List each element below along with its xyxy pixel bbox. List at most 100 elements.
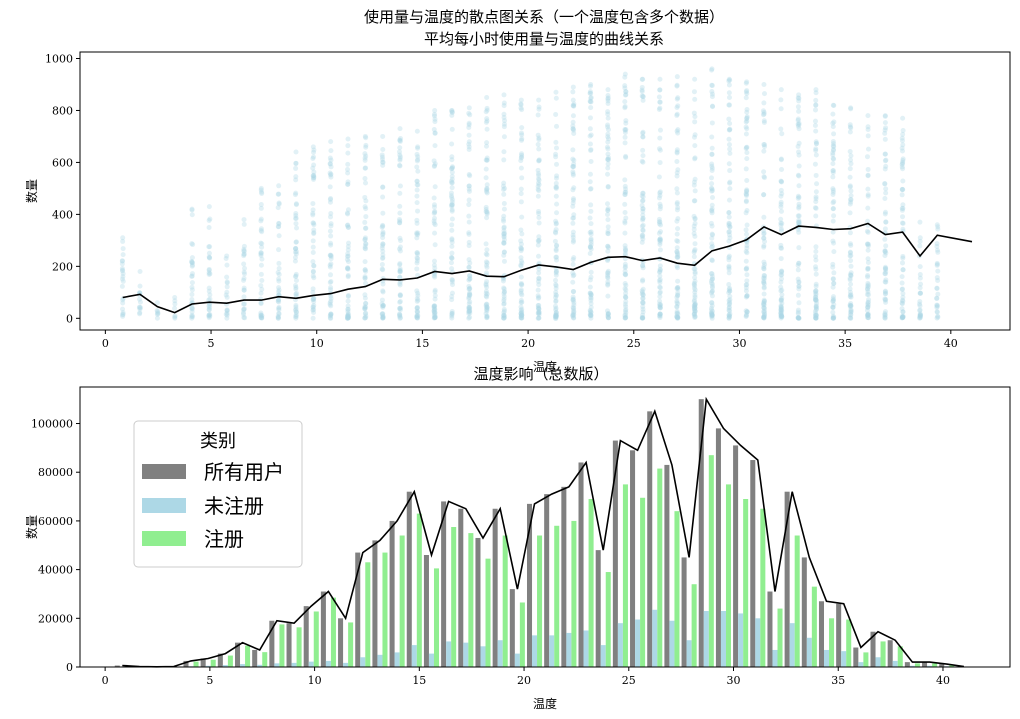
bar-chart-xlabel: 温度 <box>533 696 557 711</box>
scatter-point <box>899 205 905 211</box>
scatter-point <box>623 126 629 132</box>
scatter-point <box>553 314 559 320</box>
scatter-point <box>657 127 663 133</box>
scatter-point <box>224 308 230 314</box>
scatter-point <box>380 184 386 190</box>
scatter-point <box>640 94 646 100</box>
scatter-point <box>812 122 818 128</box>
scatter-point <box>917 290 923 296</box>
scatter-point <box>483 166 489 172</box>
scatter-point <box>484 304 490 310</box>
scatter-point <box>293 202 299 208</box>
scatter-point <box>552 313 558 319</box>
scatter-point <box>345 306 351 312</box>
scatter-point <box>119 276 125 282</box>
scatter-point <box>865 218 871 224</box>
scatter-point <box>414 235 420 241</box>
scatter-point <box>796 315 802 321</box>
scatter-point <box>709 276 715 282</box>
scatter-chart-xtick-label: 0 <box>102 337 109 350</box>
scatter-point <box>692 271 698 277</box>
scatter-point <box>900 142 906 148</box>
scatter-point <box>431 126 437 132</box>
scatter-point <box>795 195 801 201</box>
scatter-point <box>778 288 784 294</box>
scatter-point <box>796 163 802 169</box>
scatter-point <box>883 125 889 131</box>
scatter-point <box>640 190 646 196</box>
scatter-point <box>293 283 299 289</box>
scatter-point <box>934 315 940 321</box>
scatter-point <box>587 141 593 147</box>
scatter-point <box>865 311 871 317</box>
scatter-point <box>795 315 801 321</box>
bar-registered <box>674 511 680 667</box>
scatter-point <box>518 307 524 313</box>
scatter-point <box>710 308 716 314</box>
scatter-point <box>917 272 923 278</box>
scatter-point <box>570 270 576 276</box>
scatter-point <box>691 223 697 229</box>
scatter-point <box>449 199 455 205</box>
scatter-point <box>484 313 490 319</box>
scatter-point <box>813 304 819 310</box>
scatter-point <box>190 242 196 248</box>
scatter-point <box>414 313 420 319</box>
scatter-point <box>917 264 923 270</box>
scatter-point <box>796 283 802 289</box>
scatter-point <box>675 278 681 284</box>
scatter-point <box>675 315 681 321</box>
scatter-point <box>656 146 662 152</box>
scatter-point <box>674 74 680 80</box>
scatter-point <box>865 241 871 247</box>
scatter-point <box>830 315 836 321</box>
scatter-point <box>865 311 871 317</box>
scatter-point <box>674 111 680 117</box>
scatter-point <box>553 269 559 275</box>
scatter-point <box>345 306 351 312</box>
scatter-point <box>484 304 490 310</box>
scatter-point <box>397 235 403 241</box>
scatter-point <box>899 315 905 321</box>
scatter-point <box>692 313 698 319</box>
scatter-point <box>328 312 334 318</box>
scatter-point <box>675 315 681 321</box>
scatter-point <box>726 210 732 216</box>
scatter-point <box>692 292 698 298</box>
scatter-point <box>571 315 577 321</box>
scatter-point <box>640 129 646 135</box>
scatter-point <box>397 280 403 286</box>
scatter-point <box>917 315 923 321</box>
scatter-point <box>709 165 715 171</box>
scatter-point <box>623 154 629 160</box>
scatter-point <box>362 219 368 225</box>
scatter-point <box>570 279 576 285</box>
scatter-point <box>899 297 905 303</box>
scatter-point <box>588 202 594 208</box>
scatter-point <box>587 250 593 256</box>
scatter-point <box>605 96 611 102</box>
scatter-point <box>275 315 281 321</box>
scatter-point <box>691 179 697 185</box>
scatter-point <box>154 300 160 306</box>
scatter-point <box>327 262 333 268</box>
scatter-point <box>882 312 888 318</box>
scatter-point <box>743 144 749 150</box>
scatter-point <box>709 181 715 187</box>
scatter-point <box>258 226 264 232</box>
scatter-point <box>709 94 715 100</box>
scatter-point <box>883 190 889 196</box>
bar-all-users <box>922 662 928 667</box>
scatter-point <box>779 300 785 306</box>
bar-chart-ytick-label: 60000 <box>38 515 73 528</box>
scatter-point <box>310 273 316 279</box>
scatter-point <box>657 311 663 317</box>
scatter-point <box>814 181 820 187</box>
scatter-point <box>934 304 940 310</box>
scatter-point <box>692 76 698 82</box>
scatter-point <box>727 299 733 305</box>
scatter-point <box>726 270 732 276</box>
scatter-point <box>414 288 420 294</box>
scatter-point <box>779 131 785 137</box>
scatter-point <box>882 226 888 232</box>
